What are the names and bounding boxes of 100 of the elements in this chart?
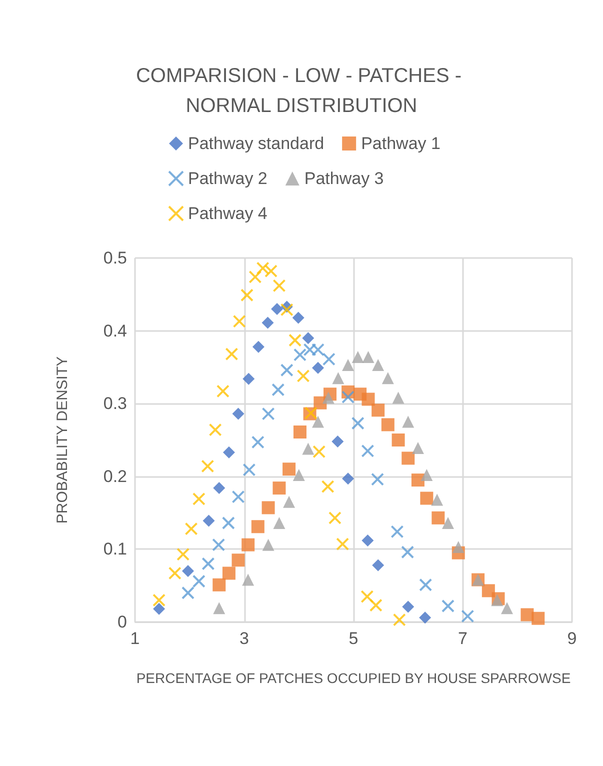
point xyxy=(256,262,270,275)
point xyxy=(213,602,226,614)
point xyxy=(272,279,286,292)
legend-label: Pathway 4 xyxy=(188,204,268,223)
point xyxy=(272,383,285,396)
point xyxy=(282,462,296,476)
legend-label: Pathway 2 xyxy=(188,169,268,188)
x-tick-label: 1 xyxy=(130,629,140,648)
point xyxy=(303,343,316,356)
point xyxy=(328,511,342,524)
point xyxy=(500,602,513,614)
point xyxy=(213,482,226,494)
point xyxy=(312,362,324,374)
legend-label: Pathway 1 xyxy=(361,134,440,153)
point xyxy=(312,445,326,458)
y-axis-title: PROBABILITY DENSITY xyxy=(54,356,71,524)
point xyxy=(411,474,424,487)
y-tick-label: 0.4 xyxy=(103,321,127,340)
point xyxy=(222,516,235,530)
y-tick-label: 0.3 xyxy=(103,394,127,414)
point xyxy=(321,480,334,494)
point xyxy=(371,472,384,486)
point xyxy=(351,416,364,430)
point xyxy=(372,359,384,372)
point xyxy=(392,392,404,404)
point xyxy=(252,340,264,353)
point xyxy=(232,554,245,567)
point xyxy=(283,496,296,508)
point xyxy=(280,303,294,316)
point xyxy=(288,334,302,347)
point xyxy=(264,264,278,278)
point xyxy=(225,348,238,361)
point xyxy=(372,559,384,572)
point xyxy=(232,408,244,420)
point xyxy=(342,390,355,404)
point xyxy=(420,492,434,505)
point xyxy=(248,270,262,284)
point xyxy=(452,541,464,554)
point xyxy=(232,490,245,504)
point xyxy=(251,520,264,534)
point xyxy=(181,586,194,600)
point xyxy=(184,522,198,536)
point xyxy=(402,416,414,428)
point xyxy=(302,442,314,455)
point xyxy=(273,516,286,529)
point xyxy=(390,525,404,538)
point xyxy=(382,372,394,384)
point xyxy=(272,482,286,495)
point xyxy=(302,332,314,344)
x-tick-label: 9 xyxy=(567,629,577,648)
legend-label: Pathway standard xyxy=(188,134,324,153)
point xyxy=(293,348,306,362)
point xyxy=(176,548,190,561)
point xyxy=(392,434,405,446)
point xyxy=(402,600,414,613)
point xyxy=(402,452,415,465)
point xyxy=(381,418,394,432)
point xyxy=(342,472,354,485)
point xyxy=(311,343,324,356)
point xyxy=(232,314,246,328)
point xyxy=(419,612,432,624)
point xyxy=(222,446,235,458)
point xyxy=(461,610,474,623)
point xyxy=(431,494,444,506)
point xyxy=(192,492,206,506)
point xyxy=(419,578,432,592)
point xyxy=(168,566,182,580)
x-tick-label: 3 xyxy=(240,629,249,648)
point xyxy=(372,404,385,417)
point xyxy=(332,435,344,448)
point xyxy=(360,590,374,604)
y-tick-label: 0 xyxy=(118,612,127,632)
point xyxy=(262,407,275,420)
chart-title: COMPARISION - LOW - PATCHES - NORMAL DISTRIBUTION xyxy=(136,65,468,117)
point xyxy=(292,468,305,481)
point xyxy=(532,612,545,625)
point xyxy=(362,392,375,406)
point xyxy=(242,538,255,552)
point xyxy=(271,302,284,315)
point xyxy=(352,351,364,364)
point xyxy=(212,538,226,552)
point xyxy=(240,288,254,302)
x-tick-label: 7 xyxy=(458,629,468,648)
y-tick-label: 0.1 xyxy=(103,540,127,559)
point xyxy=(420,468,433,481)
point xyxy=(336,538,350,551)
x-axis-title: PERCENTAGE OF PATCHES OCCUPIED BY HOUSE SPARROWSE xyxy=(136,670,571,686)
point xyxy=(242,574,254,586)
point xyxy=(262,501,275,514)
point xyxy=(362,351,374,364)
point xyxy=(216,384,230,398)
point xyxy=(212,578,226,592)
point xyxy=(296,369,310,382)
point xyxy=(322,352,336,366)
point xyxy=(361,444,374,458)
y-tick-label: 0.5 xyxy=(103,248,127,268)
point xyxy=(293,425,306,438)
point xyxy=(292,312,304,324)
point xyxy=(332,372,344,384)
point xyxy=(242,463,256,476)
